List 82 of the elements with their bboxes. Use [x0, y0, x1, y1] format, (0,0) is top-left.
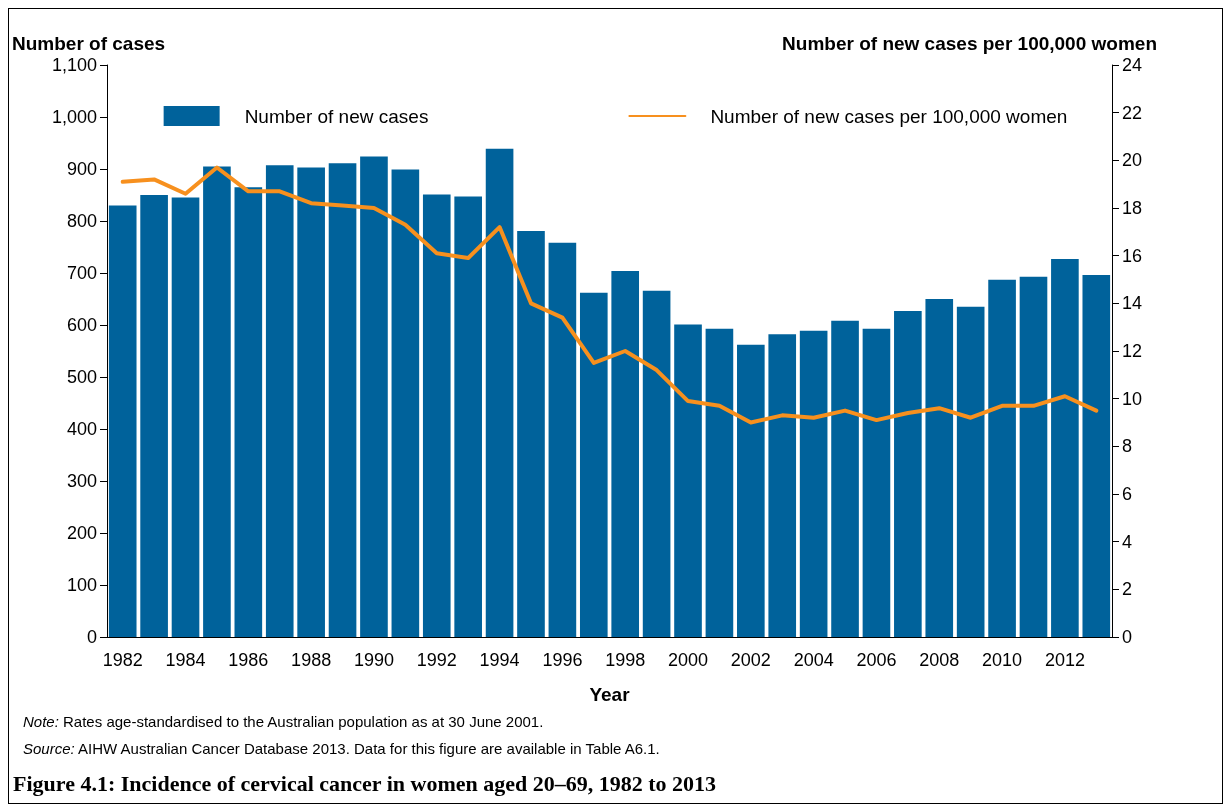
legend-label: Number of new cases per 100,000 women — [710, 105, 1068, 127]
y-tick-label: 1,000 — [51, 107, 97, 127]
bar — [517, 230, 545, 637]
y-tick-label: 600 — [66, 315, 97, 335]
y-tick-label: 300 — [66, 471, 97, 491]
x-tick-label: 1982 — [102, 650, 143, 670]
bar — [894, 310, 922, 637]
bar — [140, 195, 168, 637]
bar — [328, 163, 357, 637]
bar — [1082, 275, 1111, 637]
bar — [422, 194, 451, 637]
bar — [988, 279, 1016, 637]
y2-tick-label: 4 — [1122, 531, 1133, 552]
bar — [862, 328, 891, 637]
x-tick-label: 1984 — [165, 650, 206, 670]
bar — [611, 270, 640, 637]
legend-label: Number of new cases — [244, 105, 429, 127]
bar — [234, 187, 263, 637]
text: Note: Rates age-standardised to the Australian population as at 30 June 2001. — [23, 713, 545, 730]
bar — [674, 324, 702, 637]
bar — [705, 328, 734, 637]
bar — [925, 299, 954, 637]
bar — [579, 292, 608, 637]
x-tick-label: 1994 — [479, 650, 520, 670]
y2-tick-label: 24 — [1122, 55, 1143, 75]
y2-tick-label: 6 — [1122, 484, 1133, 504]
bar — [831, 320, 859, 637]
y2-tick-label: 14 — [1122, 293, 1143, 314]
y2-tick-label: 16 — [1122, 245, 1143, 266]
bar — [360, 156, 388, 637]
x-tick-label: 2008 — [919, 650, 960, 670]
bar — [956, 306, 985, 637]
text: Figure 4.1: Incidence of cervical cancer in women aged 20–69, 1982 to 2013 — [12, 771, 718, 798]
x-tick-label: 1986 — [228, 650, 269, 670]
x-tick-label: 1988 — [291, 650, 332, 670]
bar — [203, 166, 231, 637]
bar — [265, 165, 294, 637]
y-tick-label: 500 — [66, 367, 97, 387]
bar — [737, 344, 765, 637]
x-tick-label: 2004 — [793, 650, 834, 670]
y2-tick-label: 12 — [1122, 341, 1143, 361]
x-tick-label: 2002 — [730, 650, 771, 670]
y-tick-label: 700 — [66, 263, 97, 283]
y-tick-label: 900 — [66, 159, 97, 179]
y-tick-label: 800 — [66, 211, 97, 231]
y2-tick-label: 8 — [1122, 436, 1133, 457]
bar — [454, 196, 482, 637]
y2-tick-label: 2 — [1122, 579, 1133, 600]
bar — [548, 242, 577, 637]
y2-tick-label: 10 — [1122, 388, 1143, 409]
bar — [485, 148, 514, 637]
y-tick-label: 1,100 — [51, 55, 97, 75]
source-note: Source: AIHW Australian Cancer Database 2013. Data for this figure are available in Table A6.1. — [23, 740, 661, 757]
x-tick-label: 1992 — [416, 650, 457, 670]
y2-tick-label: 20 — [1122, 150, 1143, 171]
bar — [297, 167, 325, 637]
y2-axis-title: Number of new cases per 100,000 women — [782, 33, 1157, 54]
y-tick-label: 400 — [66, 419, 97, 439]
y2-tick-label: 0 — [1122, 627, 1133, 647]
y-tick-label: 200 — [66, 523, 97, 543]
x-axis-title: Year — [589, 684, 631, 705]
y-tick-label: 0 — [86, 627, 97, 647]
x-tick-label: 2010 — [982, 650, 1023, 670]
x-tick-label: 2000 — [667, 650, 709, 670]
x-tick-label: 1998 — [605, 650, 646, 670]
y-axis-title: Number of cases — [12, 33, 166, 54]
line-series — [120, 165, 1099, 425]
bar — [768, 334, 797, 637]
bar — [171, 197, 200, 637]
y2-tick-label: 22 — [1122, 102, 1143, 123]
x-tick-label: 1996 — [542, 650, 583, 670]
bar — [799, 330, 828, 637]
bar — [1019, 276, 1048, 637]
x-tick-label: 2012 — [1044, 650, 1085, 670]
x-tick-label: 2006 — [856, 650, 897, 670]
x-tick-label: 1990 — [353, 650, 394, 670]
bar — [391, 169, 420, 637]
y2-tick-label: 18 — [1122, 198, 1143, 218]
bar — [108, 205, 137, 637]
bar — [642, 290, 671, 637]
bar — [1051, 258, 1079, 637]
y-tick-label: 100 — [66, 575, 97, 595]
